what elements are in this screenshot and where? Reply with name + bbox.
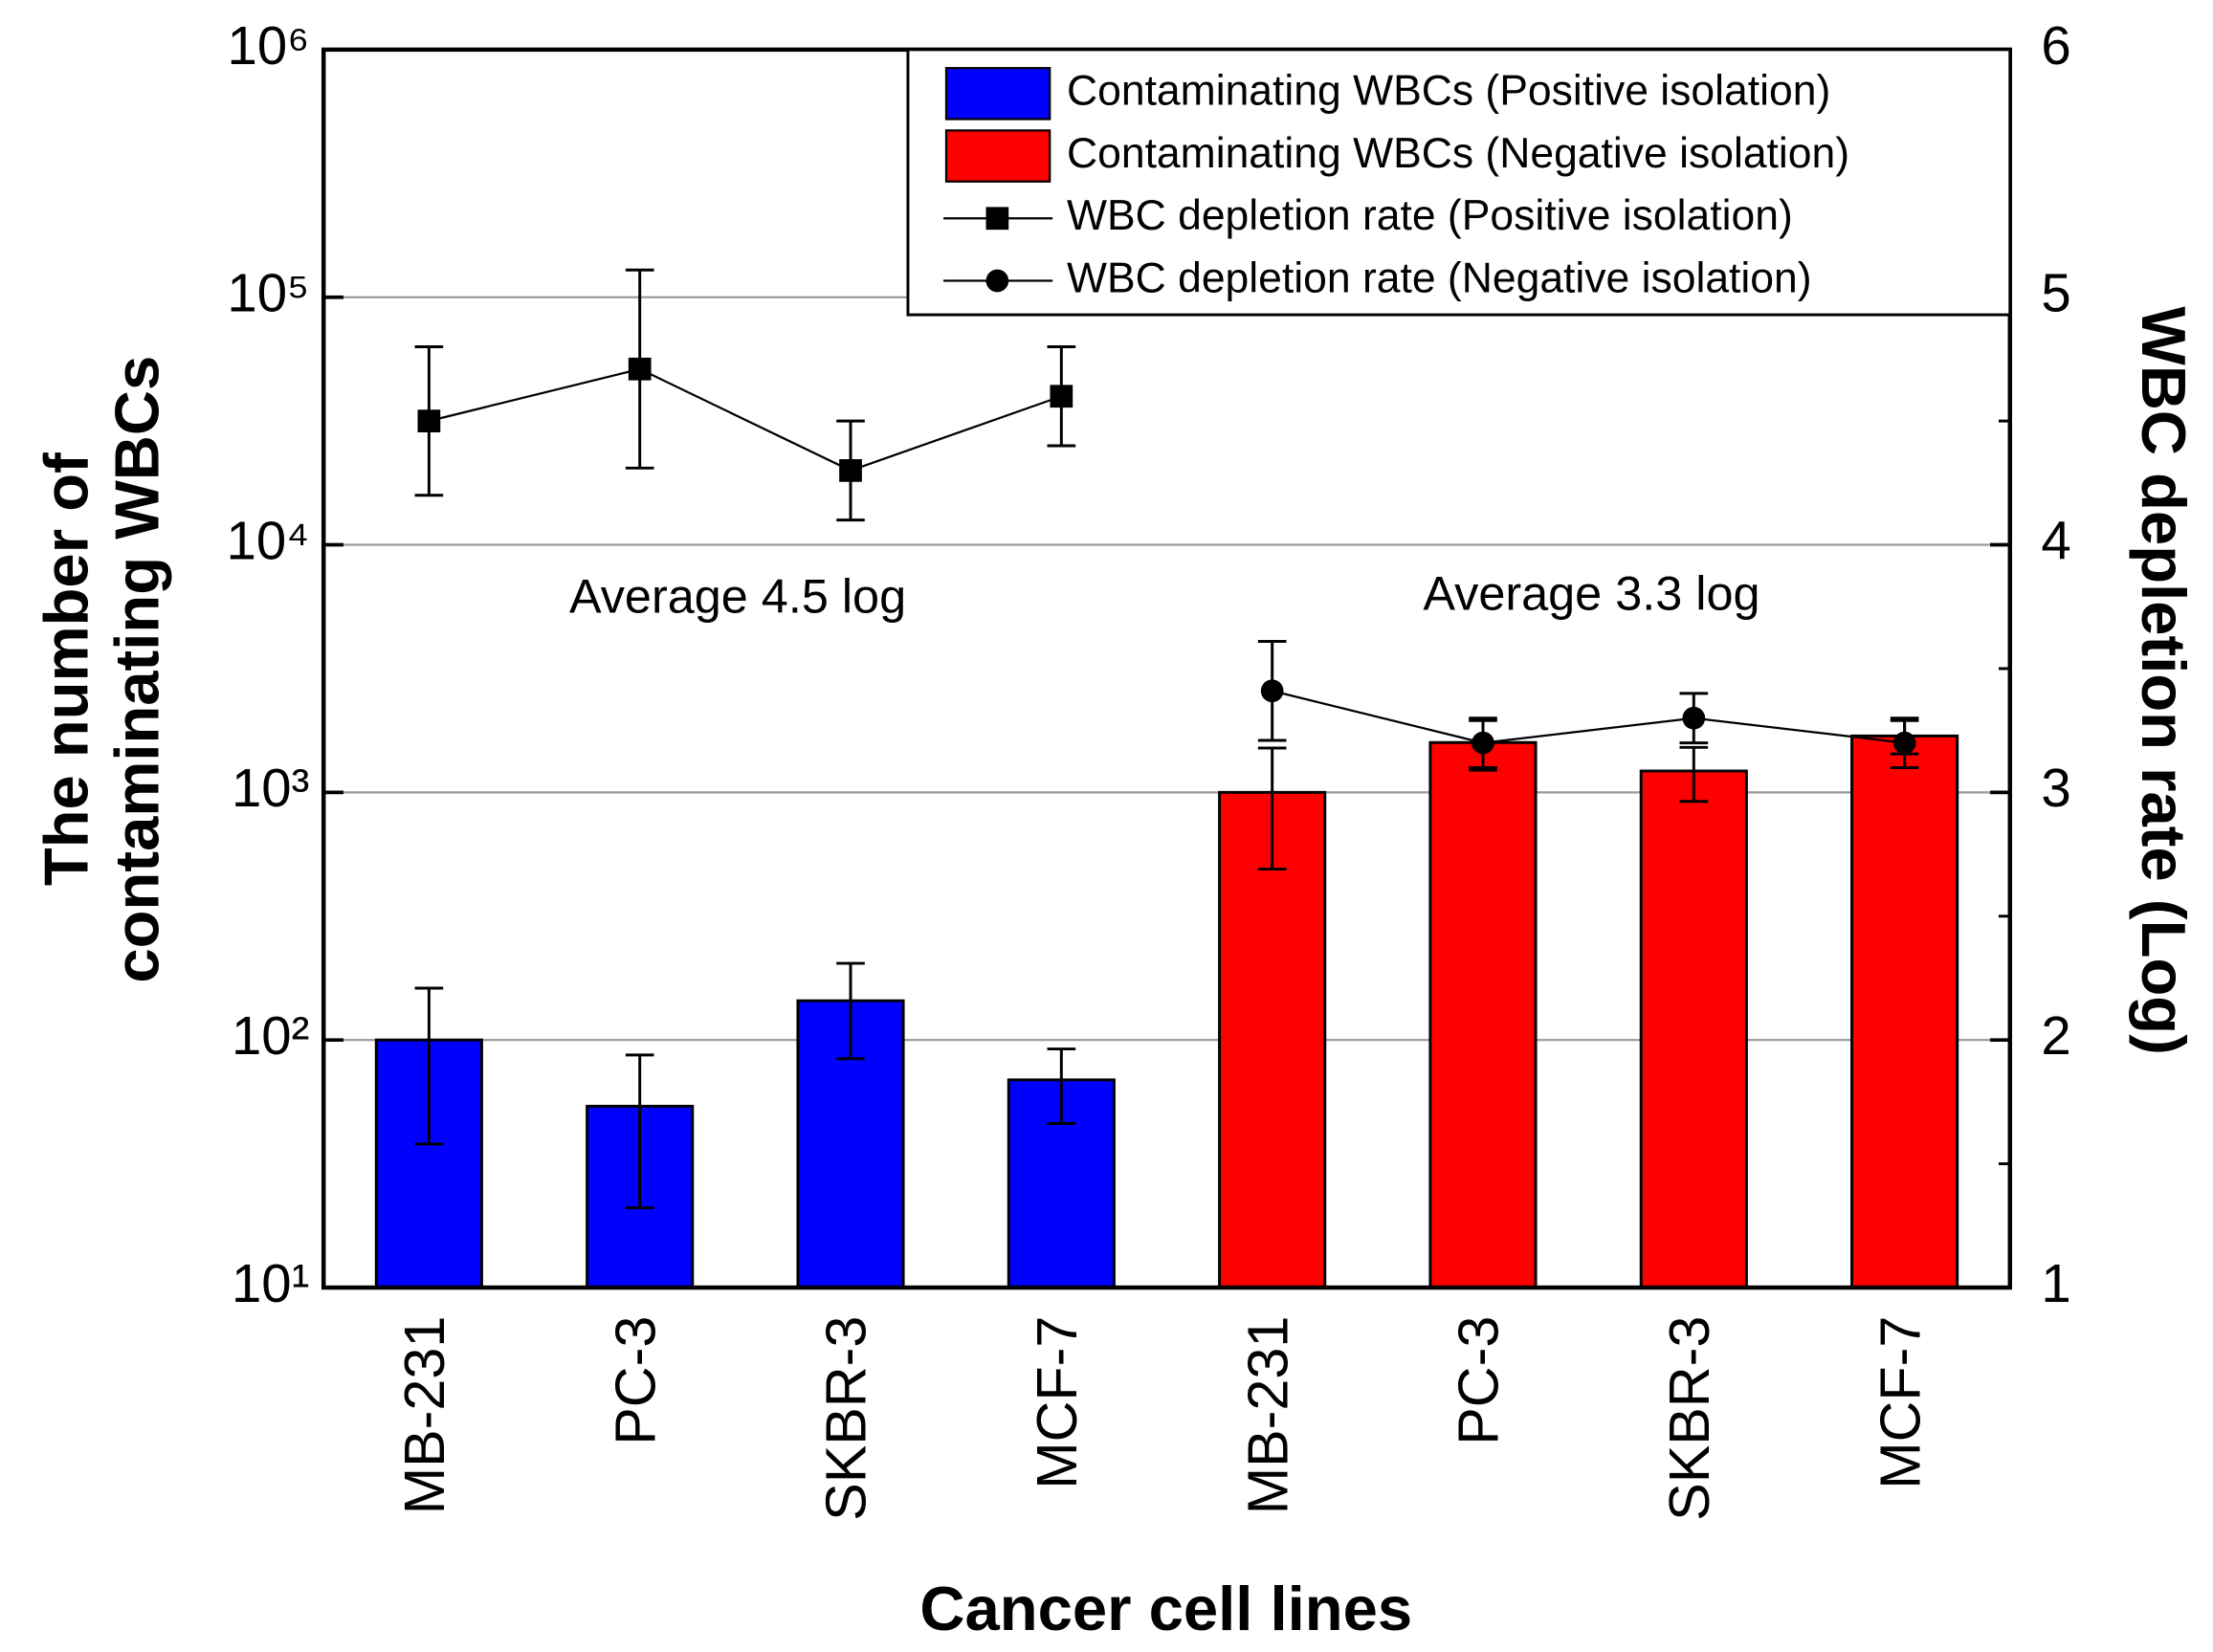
error-bar bbox=[1679, 745, 1709, 804]
marker bbox=[628, 357, 652, 381]
marker bbox=[1260, 679, 1284, 703]
marker bbox=[1050, 385, 1073, 408]
legend-label: Contaminating WBCs (Negative isolation) bbox=[1067, 130, 1849, 177]
x-tick-label: MCF-7 bbox=[1025, 1316, 1089, 1489]
y2-tick-label: 1 bbox=[2041, 1253, 2070, 1313]
bar bbox=[1428, 740, 1538, 1289]
y2-tick-label: 3 bbox=[2041, 758, 2070, 818]
legend-box bbox=[906, 48, 2012, 317]
error-bar bbox=[414, 986, 444, 1146]
y-tick-label: 10⁴ bbox=[227, 510, 310, 570]
x-tick-label: MB-231 bbox=[1235, 1316, 1299, 1515]
bar bbox=[1218, 790, 1327, 1289]
annotation: Average 4.5 log bbox=[569, 568, 906, 623]
marker bbox=[1472, 731, 1494, 755]
marker bbox=[1892, 731, 1916, 755]
x-tick-label: SKBR-3 bbox=[814, 1316, 878, 1521]
error-bar bbox=[1047, 1047, 1076, 1125]
legend-label: WBC depletion rate (Positive isolation) bbox=[1067, 192, 1793, 239]
marker bbox=[1682, 706, 1706, 730]
x-tick-label: MB-231 bbox=[392, 1316, 456, 1515]
y2-tick-label: 4 bbox=[2041, 510, 2070, 570]
y-tick-label: 10³ bbox=[232, 758, 309, 818]
legend-swatch bbox=[944, 129, 1051, 183]
legend: Contaminating WBCs (Positive isolation) C… bbox=[906, 48, 2012, 317]
legend-swatch bbox=[944, 67, 1051, 121]
y-axis-label: The number of bbox=[32, 452, 101, 886]
marker bbox=[839, 459, 862, 482]
error-bar bbox=[625, 1053, 654, 1210]
x-tick-label: PC-3 bbox=[603, 1316, 667, 1445]
marker bbox=[417, 409, 441, 432]
legend-label: Contaminating WBCs (Positive isolation) bbox=[1067, 68, 1830, 115]
legend-marker bbox=[985, 207, 1009, 231]
bar bbox=[1850, 734, 1959, 1289]
legend-marker bbox=[985, 269, 1009, 293]
error-bar bbox=[1257, 746, 1287, 871]
x-tick-label: PC-3 bbox=[1447, 1316, 1511, 1445]
x-axis-label: Cancer cell lines bbox=[919, 1574, 1412, 1643]
y-tick-label: 10¹ bbox=[232, 1253, 309, 1313]
line bbox=[429, 367, 1062, 473]
x-tick-label: MCF-7 bbox=[1868, 1316, 1932, 1489]
x-tick-label: SKBR-3 bbox=[1657, 1316, 1721, 1521]
y-axis-label: contaminating WBCs bbox=[102, 356, 172, 983]
bar bbox=[1639, 769, 1748, 1289]
y-tick-label: 10⁶ bbox=[228, 15, 310, 76]
bar bbox=[374, 1038, 483, 1289]
line bbox=[1272, 690, 1905, 744]
y2-tick-label: 6 bbox=[2041, 15, 2070, 76]
y-tick-label: 10² bbox=[232, 1005, 309, 1066]
legend-label: WBC depletion rate (Negative isolation) bbox=[1067, 254, 1812, 301]
y-tick-label: 10⁵ bbox=[227, 263, 309, 323]
y2-tick-label: 5 bbox=[2041, 263, 2070, 323]
y2-tick-label: 2 bbox=[2041, 1005, 2070, 1066]
y2-axis-label: WBC depletion rate (Log) bbox=[2129, 306, 2199, 1055]
error-bar bbox=[836, 961, 865, 1061]
annotation: Average 3.3 log bbox=[1423, 565, 1759, 620]
